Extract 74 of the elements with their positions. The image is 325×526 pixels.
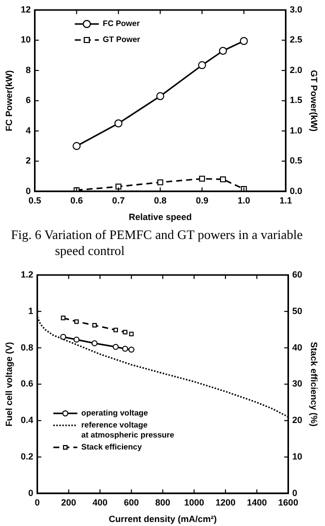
point — [198, 61, 206, 70]
point — [128, 346, 134, 353]
point — [74, 319, 79, 324]
y2-tick-label: 3.0 — [290, 4, 302, 14]
point — [129, 332, 134, 336]
y-tick-label: 12 — [20, 4, 31, 14]
legend-label: reference voltage at atmospheric pressure — [81, 420, 175, 440]
x-tick-label: 1600 — [278, 497, 298, 508]
y-tick-label: 2 — [26, 156, 31, 166]
x-tick-label: 0.8 — [154, 195, 167, 206]
y-tick-label: 0.8 — [20, 342, 34, 352]
x-tick-label: 600 — [124, 497, 139, 508]
y-axis-title: Fuel cell voltage (V) — [4, 342, 14, 426]
x-tick-label: 1.0 — [238, 195, 250, 206]
x-tick-label: 0.7 — [112, 195, 125, 206]
legend-label: GT Power — [102, 35, 140, 44]
x-tick-label: 0 — [34, 497, 40, 508]
y-tick-label: 10 — [20, 34, 31, 45]
y-tick-label: 1.2 — [20, 269, 34, 280]
y-tick-label: 0.2 — [20, 451, 34, 462]
legend-label: operating voltage — [81, 408, 149, 418]
y-tick-label: 0.6 — [20, 378, 34, 389]
point — [72, 142, 81, 150]
y-tick-label: 0 — [28, 488, 34, 498]
y2-tick-label: 0.5 — [290, 156, 302, 166]
caption: Fig. 6 Variation of PEMFC and GT powers in a variable speed control — [10, 226, 304, 260]
y2-tick-label: 50 — [292, 306, 302, 316]
point — [112, 344, 119, 350]
y2-tick-label: 40 — [292, 342, 302, 352]
y2-axis-title: Stack efficiency (%) — [309, 342, 320, 426]
point — [218, 46, 227, 55]
x-tick-label: 0.5 — [28, 195, 42, 206]
point — [122, 330, 128, 334]
point — [113, 328, 118, 332]
y2-tick-label: 0.0 — [290, 186, 302, 196]
point — [92, 322, 97, 328]
y-tick-label: 8 — [26, 64, 31, 75]
x-tick-label: 1200 — [215, 497, 236, 508]
y2-tick-label: 1.0 — [290, 125, 302, 136]
x-tick-label: 1.1 — [279, 195, 292, 206]
x-axis-title: Relative speed — [128, 212, 192, 222]
x-tick-label: 1400 — [246, 497, 267, 508]
legend-label: Stack efficiency — [81, 442, 142, 452]
y-tick-label: 0.4 — [20, 415, 34, 426]
y2-tick-label: 30 — [292, 378, 302, 389]
point — [240, 36, 248, 45]
y2-tick-label: 0 — [292, 488, 298, 498]
x-tick-label: 0.9 — [196, 195, 208, 206]
y2-axis-title: GT Power(kW) — [309, 70, 320, 132]
y2-tick-label: 2.5 — [290, 34, 302, 45]
x-tick-label: 800 — [155, 497, 170, 508]
legend-label: FC Power — [102, 19, 140, 28]
x-tick-label: 400 — [92, 497, 108, 508]
point — [122, 346, 128, 352]
x-tick-label: 0.6 — [70, 195, 83, 206]
y-axis-title: FC Power(kW) — [4, 70, 14, 132]
y2-tick-label: 20 — [292, 415, 302, 426]
y2-tick-label: 1.5 — [290, 95, 302, 106]
point — [74, 336, 80, 343]
y2-tick-label: 10 — [292, 451, 302, 462]
point — [114, 119, 122, 128]
y2-tick-label: 2.0 — [290, 64, 302, 75]
point — [156, 92, 164, 100]
y-tick-label: 6 — [26, 95, 31, 106]
y-tick-label: 4 — [26, 125, 31, 136]
y-tick-label: 1 — [28, 306, 34, 316]
y2-tick-label: 60 — [292, 269, 302, 280]
point — [60, 334, 66, 340]
x-axis-title: Current density (mA/cm²) — [108, 514, 217, 524]
x-tick-label: 1000 — [184, 497, 204, 508]
point — [60, 316, 66, 320]
y-tick-label: 0 — [26, 186, 31, 196]
point — [92, 340, 98, 346]
x-tick-label: 200 — [61, 497, 76, 508]
